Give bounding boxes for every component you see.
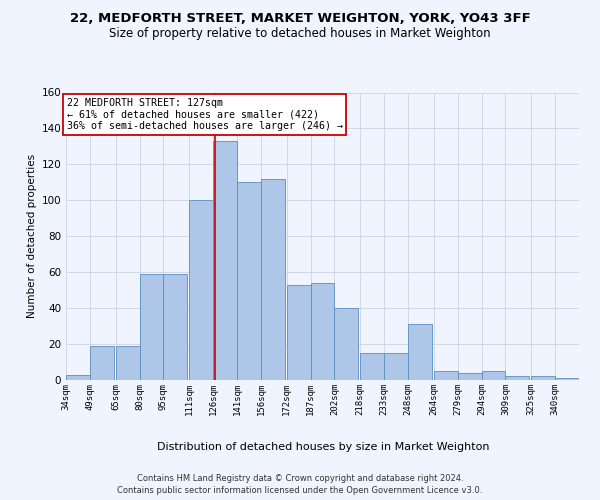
- Bar: [360, 353, 384, 380]
- Bar: [334, 308, 358, 380]
- Bar: [213, 141, 237, 380]
- Bar: [434, 371, 458, 380]
- Bar: [531, 376, 555, 380]
- Text: 22, MEDFORTH STREET, MARKET WEIGHTON, YORK, YO43 3FF: 22, MEDFORTH STREET, MARKET WEIGHTON, YO…: [70, 12, 530, 26]
- Bar: [189, 200, 213, 380]
- Bar: [482, 371, 505, 380]
- Bar: [66, 374, 90, 380]
- Bar: [261, 179, 285, 380]
- Text: 22 MEDFORTH STREET: 127sqm
← 61% of detached houses are smaller (422)
36% of sem: 22 MEDFORTH STREET: 127sqm ← 61% of deta…: [67, 98, 343, 131]
- Bar: [140, 274, 163, 380]
- Text: Contains HM Land Registry data © Crown copyright and database right 2024.: Contains HM Land Registry data © Crown c…: [137, 474, 463, 483]
- Bar: [408, 324, 432, 380]
- Bar: [163, 274, 187, 380]
- Bar: [237, 182, 261, 380]
- Bar: [458, 373, 482, 380]
- Bar: [116, 346, 140, 380]
- Bar: [384, 353, 408, 380]
- Bar: [311, 283, 334, 380]
- Bar: [90, 346, 114, 380]
- Bar: [505, 376, 529, 380]
- Bar: [287, 285, 311, 380]
- Y-axis label: Number of detached properties: Number of detached properties: [27, 154, 37, 318]
- Text: Size of property relative to detached houses in Market Weighton: Size of property relative to detached ho…: [109, 28, 491, 40]
- Text: Distribution of detached houses by size in Market Weighton: Distribution of detached houses by size …: [157, 442, 489, 452]
- Text: Contains public sector information licensed under the Open Government Licence v3: Contains public sector information licen…: [118, 486, 482, 495]
- Bar: [555, 378, 579, 380]
